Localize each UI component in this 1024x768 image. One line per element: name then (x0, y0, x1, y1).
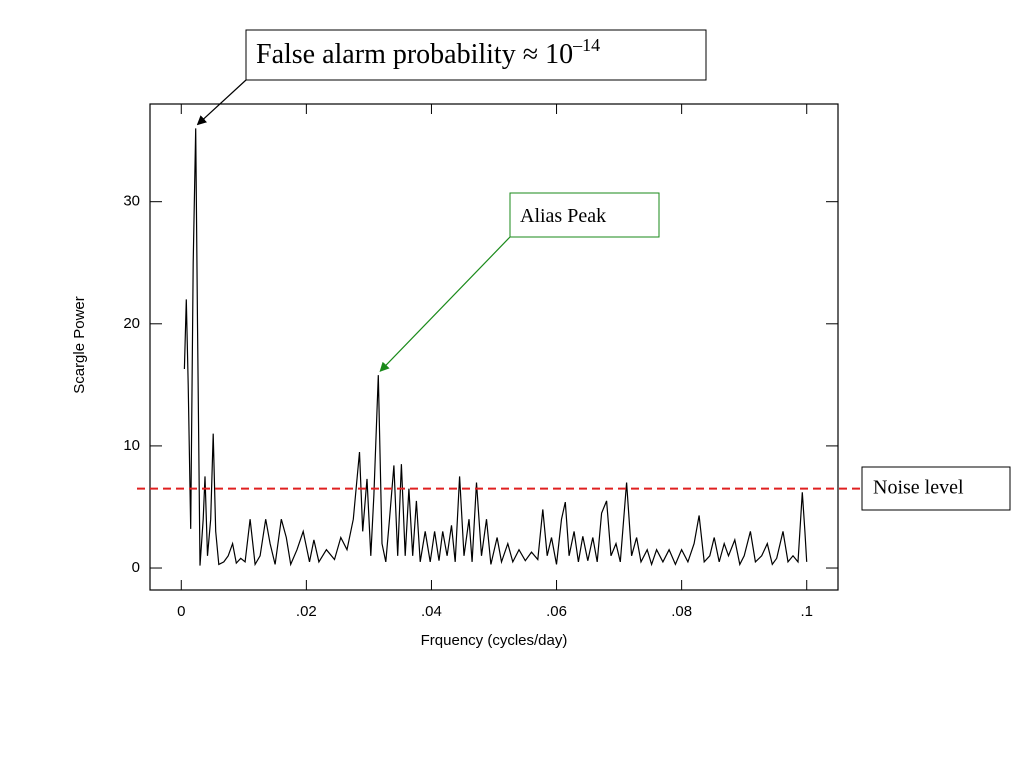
y-tick-label: 10 (123, 437, 140, 454)
y-axis-label: Scargle Power (71, 296, 88, 394)
plot-frame (149, 103, 839, 591)
y-tick-label: 0 (132, 559, 140, 576)
x-tick-label: .04 (421, 603, 442, 620)
annotation-main: Alias Peak (520, 205, 606, 227)
annotation-text: False alarm probability ≈ 10–14 (256, 35, 600, 70)
annotation-box (509, 192, 660, 238)
y-tick-label: 20 (123, 315, 140, 332)
x-tick-label: 0 (177, 603, 185, 620)
annotation-text: Alias Peak (520, 205, 606, 227)
noise-level-label: Noise level (873, 477, 964, 499)
x-tick-label: .1 (800, 603, 813, 620)
power-line (183, 128, 808, 567)
x-tick-label: .08 (671, 603, 692, 620)
x-axis-label: Frquency (cycles/day) (421, 632, 568, 649)
noise-level-box (861, 466, 1011, 511)
x-tick-label: .02 (296, 603, 317, 620)
x-tick-label: .06 (546, 603, 567, 620)
annotation-arrow (196, 79, 247, 126)
annotation-superscript: –14 (572, 35, 600, 55)
y-tick-label: 30 (123, 193, 140, 210)
annotation-arrow (379, 236, 511, 372)
annotation-box (245, 29, 707, 81)
annotation-main: False alarm probability ≈ 10 (256, 39, 573, 70)
